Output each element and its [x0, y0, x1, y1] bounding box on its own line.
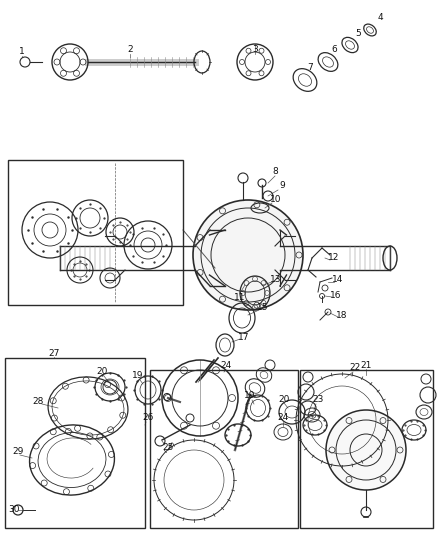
Text: 6: 6 [331, 45, 337, 54]
Text: 19: 19 [244, 392, 256, 400]
Text: 22: 22 [350, 364, 360, 373]
Text: 1: 1 [19, 47, 25, 56]
Text: 21: 21 [360, 360, 372, 369]
Bar [8, 160, 183, 305]
Text: 2: 2 [127, 45, 133, 54]
Text: 28: 28 [32, 398, 44, 407]
Text: 7: 7 [307, 63, 313, 72]
Text: 17: 17 [238, 333, 250, 342]
Text: 29: 29 [12, 448, 24, 456]
Text: 3: 3 [252, 45, 258, 54]
Text: 25: 25 [162, 443, 174, 453]
Bar [300, 370, 433, 528]
Text: 11: 11 [234, 294, 246, 303]
Text: 15: 15 [257, 303, 269, 312]
Bar [5, 358, 145, 528]
Text: 30: 30 [8, 505, 20, 514]
Text: 24: 24 [220, 361, 232, 370]
Text: 9: 9 [279, 182, 285, 190]
Text: 19: 19 [132, 372, 144, 381]
Text: 14: 14 [332, 276, 344, 285]
Text: 5: 5 [355, 28, 361, 37]
Text: 16: 16 [330, 292, 342, 301]
Text: 24: 24 [277, 414, 289, 423]
Text: 20: 20 [96, 367, 108, 376]
Text: 18: 18 [336, 311, 348, 320]
Text: 13: 13 [270, 276, 282, 285]
Text: 10: 10 [270, 196, 282, 205]
Bar [150, 370, 298, 528]
Text: 26: 26 [142, 414, 154, 423]
Circle shape [193, 200, 303, 310]
Text: 4: 4 [377, 13, 383, 22]
Text: 27: 27 [48, 350, 60, 359]
Text: 23: 23 [312, 395, 324, 405]
Circle shape [326, 410, 406, 490]
Text: 12: 12 [328, 254, 340, 262]
Text: 8: 8 [272, 167, 278, 176]
Text: 20: 20 [278, 394, 290, 403]
